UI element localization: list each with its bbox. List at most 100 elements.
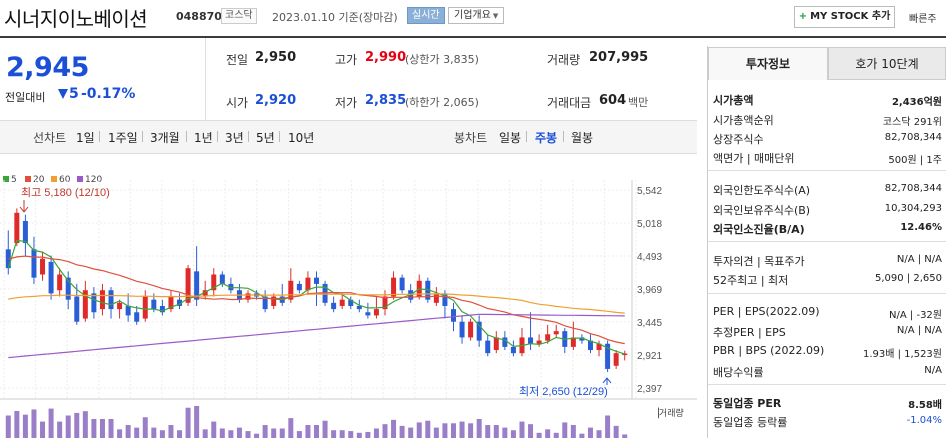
period-1d[interactable]: 1일 (76, 131, 95, 145)
candle-body (245, 293, 251, 300)
volume-bar (296, 431, 302, 438)
volume-bar (202, 429, 208, 438)
quick-menu-link[interactable]: 빠른주 (909, 14, 937, 25)
volume-bar (502, 427, 508, 438)
info-value: 5,090 | 2,650 (875, 273, 942, 284)
high-annotation-label: 최고 5,180 (12/10) (21, 186, 110, 199)
candle-body (468, 321, 474, 338)
volume-bar (579, 433, 585, 438)
candle-body (262, 296, 268, 310)
chart-grid (0, 180, 637, 399)
volume-bar (14, 411, 20, 438)
info-label: 추정PER | EPS (713, 326, 786, 339)
candle-body (142, 296, 148, 319)
candle-body (596, 343, 602, 351)
period-3y[interactable]: 3년 (225, 131, 244, 145)
add-my-stock-button[interactable]: + MY STOCK 추가 (794, 6, 895, 28)
down-triangle-icon (58, 89, 68, 99)
candle-body (159, 305, 165, 313)
info-label: 액면가 | 매매단위 (713, 152, 795, 165)
volume-bar (228, 430, 234, 438)
candle-body (459, 321, 465, 338)
info-label: 외국인한도주식수(A) (713, 184, 811, 197)
volume-label-text: 거래량 (658, 409, 684, 419)
volume-bar (314, 425, 319, 438)
volume-bar (57, 421, 63, 438)
price-change-value: 5 (69, 86, 79, 102)
volume-bar (596, 430, 602, 438)
volume-bar (134, 427, 140, 438)
candle-body (450, 309, 456, 322)
volume-bar (65, 415, 71, 438)
candle-body (125, 305, 131, 316)
volume-bar (142, 417, 148, 438)
candle-daily[interactable]: 일봉 (499, 131, 522, 145)
candle-monthly[interactable]: 월봉 (571, 131, 594, 145)
info-label: 외국인소진율(B/A) (713, 223, 805, 236)
info-label: 배당수익률 (713, 366, 764, 379)
ma120-line (8, 313, 625, 359)
volume-bar (450, 423, 456, 438)
candle-body (22, 220, 28, 244)
candle-body (82, 290, 88, 319)
period-1w[interactable]: 1주일 (108, 131, 138, 145)
candle-chart-label: 봉차트 (454, 131, 488, 145)
period-1y[interactable]: 1년 (194, 131, 213, 145)
period-3m[interactable]: 3개월 (150, 131, 180, 145)
info-label: 52주최고 | 최저 (713, 274, 789, 287)
candle-body (536, 340, 542, 344)
volume-bar (168, 425, 174, 438)
candle-body (570, 337, 576, 347)
candle-body (348, 299, 354, 306)
line-chart-label: 선차트 (33, 131, 67, 145)
candle-body (399, 277, 405, 291)
stock-code: 048870 (176, 10, 222, 23)
info-value: 12.46% (900, 222, 942, 233)
candle-body (587, 340, 593, 351)
company-overview-button[interactable]: 기업개요 ▼ (448, 7, 505, 24)
candle-body (553, 331, 559, 335)
volume-bar (536, 432, 542, 438)
candle-body (322, 283, 328, 303)
volume-bar (254, 433, 260, 438)
info-value: 코스닥 291위 (882, 117, 942, 128)
candle-body (579, 337, 585, 341)
volume-bar (339, 430, 345, 438)
candle-body (288, 280, 294, 300)
candle-body (314, 277, 319, 284)
legend-label: 120 (85, 175, 103, 185)
add-my-stock-label: MY STOCK 추가 (810, 11, 891, 22)
candle-weekly[interactable]: 주봉 (535, 131, 558, 145)
candle-body (74, 296, 80, 322)
tab-order-book[interactable]: 호가 10단계 (828, 47, 946, 80)
low-value: 2,835 (365, 93, 407, 108)
volume-bar (433, 427, 439, 438)
tab-investment-info[interactable]: 투자정보 (708, 47, 828, 80)
candle-body (151, 299, 157, 310)
info-divider (708, 293, 946, 294)
candle-body (339, 299, 345, 306)
candle-body (185, 268, 191, 303)
y-tick-label: 5,542 (637, 186, 662, 197)
candle-body (510, 346, 516, 354)
volume-bar (22, 414, 28, 438)
volume-bar (211, 421, 217, 438)
stock-title: 시너지이노베이션 (4, 7, 148, 31)
candle-body (545, 334, 551, 341)
candle-body (31, 249, 37, 278)
low-annotation-label: 최저 2,650 (12/29) (519, 385, 608, 398)
candle-body (177, 299, 183, 306)
realtime-button[interactable]: 실시간 (407, 7, 445, 24)
period-5y[interactable]: 5년 (256, 131, 275, 145)
period-10y[interactable]: 10년 (288, 131, 315, 145)
ma20-line (8, 255, 625, 345)
volume-bar (5, 415, 11, 438)
volume-bar (305, 425, 311, 438)
y-tick-label: 2,397 (637, 384, 662, 395)
info-divider (708, 241, 946, 242)
candle-body (57, 274, 63, 291)
price-chart[interactable]: 5,542 5,018 4,493 3,969 3,445 2,921 2,397 최고 5… (0, 155, 697, 438)
volume-bar (605, 415, 611, 438)
volume-bar (262, 425, 268, 438)
toolbar-separator (526, 131, 527, 142)
